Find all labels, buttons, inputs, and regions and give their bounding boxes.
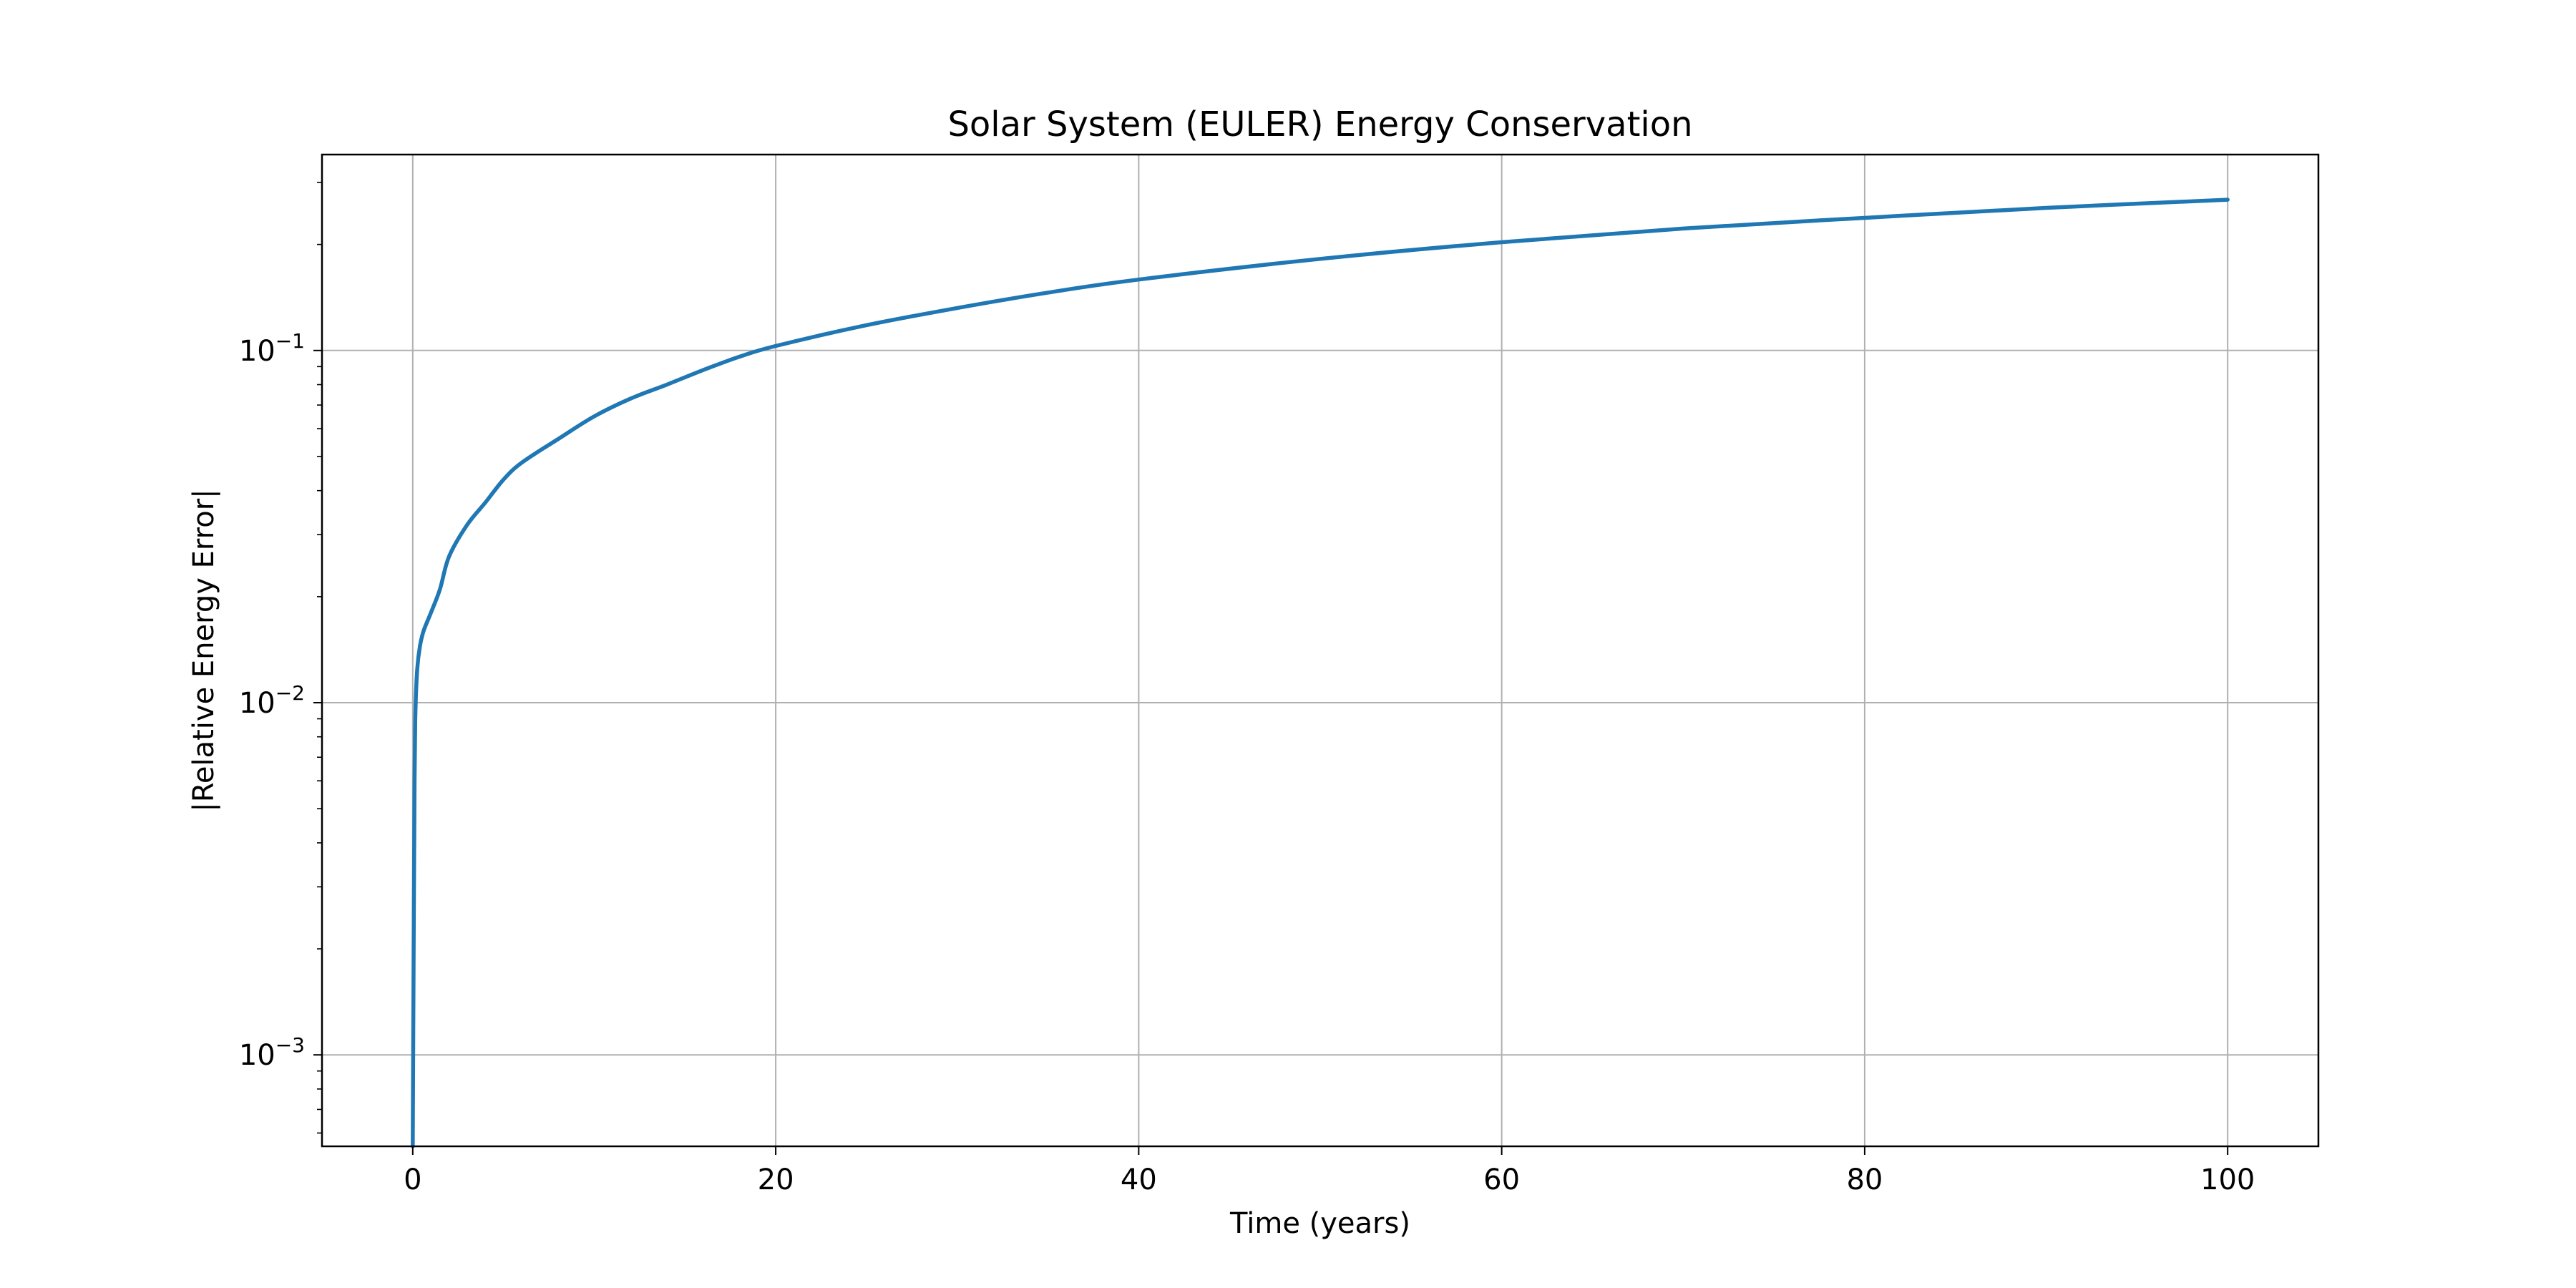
x-tick-label: 20	[758, 1163, 794, 1196]
series-line	[411, 197, 2230, 1148]
grid	[322, 155, 2318, 1146]
y-tick-label: 10−2	[239, 681, 305, 720]
plot-frame	[321, 153, 2320, 1148]
x-tick-label: 100	[2200, 1163, 2255, 1196]
x-tick-label: 80	[1846, 1163, 1883, 1196]
chart-title: Solar System (EULER) Energy Conservation	[947, 104, 1692, 145]
x-tick-label: 0	[404, 1163, 421, 1196]
y-axis-label: |Relative Energy Error|	[187, 489, 220, 811]
y-tick-label: 10−3	[239, 1033, 305, 1072]
x-tick-label: 60	[1483, 1163, 1520, 1196]
x-tick-label: 40	[1121, 1163, 1157, 1196]
x-axis-label: Time (years)	[1229, 1207, 1410, 1240]
series-layer	[411, 197, 2230, 1148]
axis-ticks: 0 20 40 60 80 100 10−3 10−2 10−1	[239, 182, 2255, 1196]
y-tick-label: 10−1	[239, 329, 305, 368]
